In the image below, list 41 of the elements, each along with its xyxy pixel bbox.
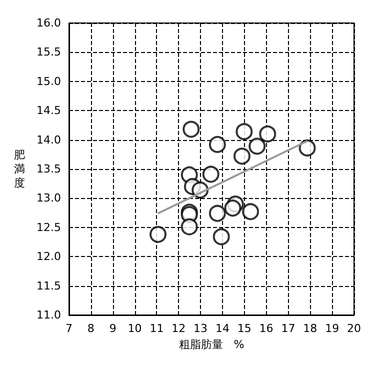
point <box>242 203 260 220</box>
point <box>208 204 226 222</box>
y-tick-label: 13.5 <box>36 162 61 176</box>
point <box>212 228 230 246</box>
y-tick-label: 11.5 <box>36 279 61 292</box>
x-tick-label: 12 <box>172 322 186 335</box>
x-tick-label: 9 <box>109 322 116 335</box>
y-tick-label: 11.0 <box>36 308 61 322</box>
y-tick-label: 14.5 <box>36 104 61 118</box>
point <box>236 123 253 140</box>
point <box>233 148 250 165</box>
x-axis-title: 粗脂肪量 % <box>178 338 244 351</box>
y-tick-label: 12.0 <box>36 250 61 264</box>
point <box>298 139 316 156</box>
point <box>150 226 167 243</box>
x-tick-label: 13 <box>194 322 208 335</box>
x-tick-label: 16 <box>259 322 274 335</box>
x-tick-label: 7 <box>66 322 72 335</box>
x-tick-label: 10 <box>128 322 142 335</box>
point <box>248 138 266 155</box>
y-tick-label: 14.0 <box>36 133 61 146</box>
x-tick-label: 8 <box>87 322 94 335</box>
x-tick-label: 18 <box>303 322 318 335</box>
point <box>180 218 198 236</box>
x-tick-label: 14 <box>215 322 230 335</box>
point <box>202 166 220 183</box>
x-tick-label: 20 <box>347 322 361 335</box>
y-tick-label: 15.0 <box>36 74 61 88</box>
y-tick-label: 13.0 <box>36 192 61 205</box>
x-tick-label: 19 <box>325 322 340 335</box>
point <box>182 120 200 138</box>
y-tick-label: 15.5 <box>36 46 61 59</box>
x-tick-label: 17 <box>281 322 296 335</box>
point <box>224 200 242 217</box>
x-tick-label: 11 <box>150 322 164 335</box>
y-tick-label: 12.5 <box>36 220 61 234</box>
y-tick-label: 16.0 <box>36 16 61 30</box>
x-tick-label: 15 <box>237 322 252 335</box>
y-axis-title: 肥満度 <box>14 148 25 190</box>
point <box>208 136 226 153</box>
point <box>259 125 276 142</box>
